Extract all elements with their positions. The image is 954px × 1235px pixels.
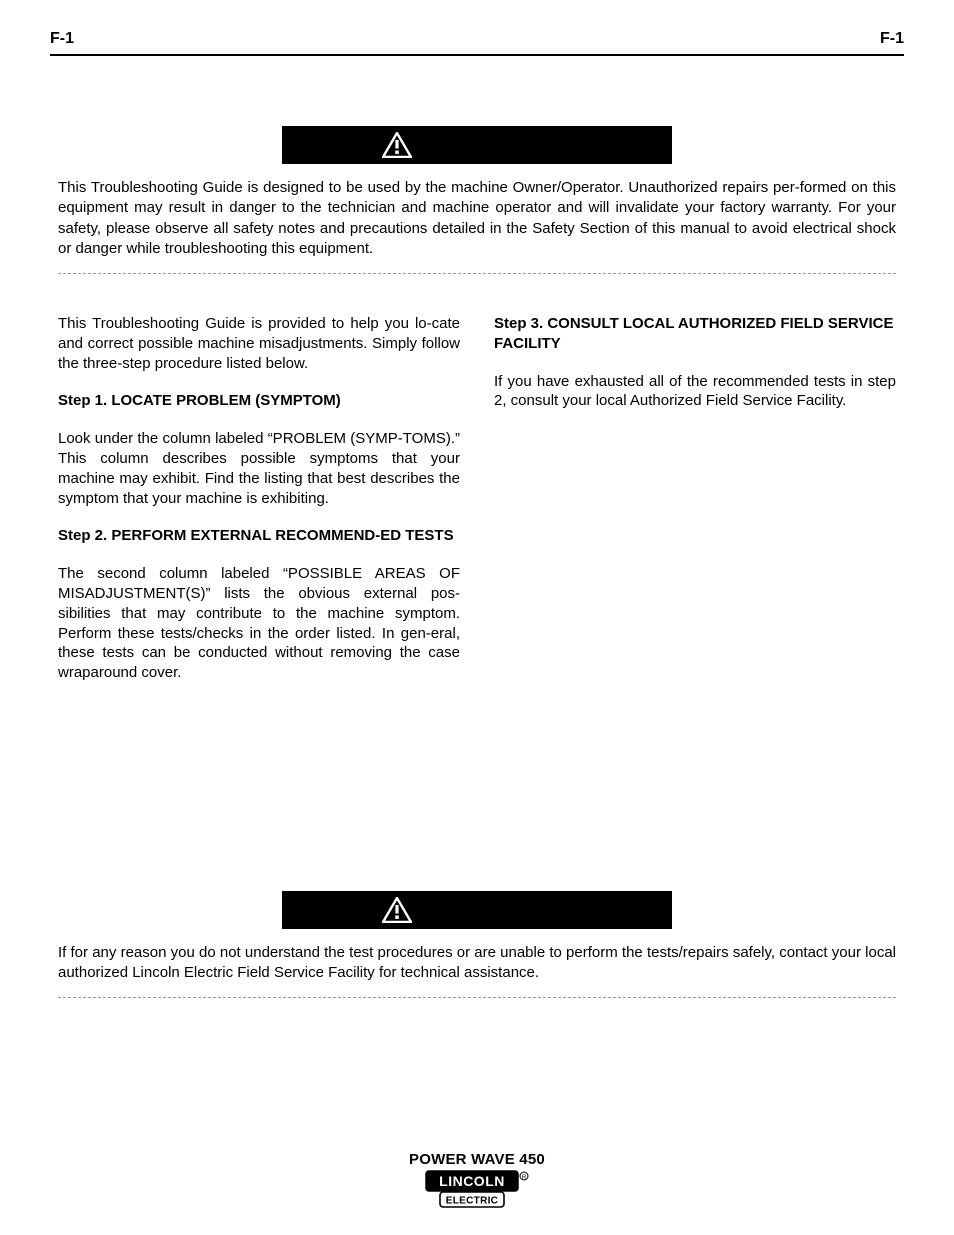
header-left-pageref: F-1 xyxy=(50,30,74,48)
caution-bar-top xyxy=(282,126,672,164)
step2-body: The second column labeled “POSSIBLE AREA… xyxy=(58,564,460,683)
caution-bar-bottom xyxy=(282,891,672,929)
page-header: F-1 F-1 xyxy=(50,30,904,56)
step3-body: If you have exhausted all of the recomme… xyxy=(494,372,896,412)
page-footer: POWER WAVE 450 LINCOLN R ELECTRIC xyxy=(0,1151,954,1213)
svg-text:LINCOLN: LINCOLN xyxy=(439,1173,505,1189)
product-name: POWER WAVE 450 xyxy=(0,1151,954,1168)
dashed-separator xyxy=(58,997,896,998)
lincoln-electric-logo: LINCOLN R ELECTRIC xyxy=(423,1170,531,1208)
svg-text:R: R xyxy=(522,1175,527,1181)
header-right-pageref: F-1 xyxy=(880,30,904,48)
guide-purpose-paragraph: This Troubleshooting Guide is provided t… xyxy=(58,314,460,373)
dashed-separator xyxy=(58,273,896,274)
intro-paragraph: This Troubleshooting Guide is designed t… xyxy=(50,178,904,259)
warning-triangle-icon xyxy=(382,132,412,158)
step1-heading: Step 1. LOCATE PROBLEM (SYMPTOM) xyxy=(58,391,460,411)
svg-text:ELECTRIC: ELECTRIC xyxy=(446,1196,498,1207)
step3-heading: Step 3. CONSULT LOCAL AUTHORIZED FIELD S… xyxy=(494,314,896,354)
manual-page: F-1 F-1 This Troubleshooting Guide is de… xyxy=(0,0,954,1235)
step1-body: Look under the column labeled “PROBLEM (… xyxy=(58,429,460,508)
step2-heading: Step 2. PERFORM EXTERNAL RECOMMEND-ED TE… xyxy=(58,526,460,546)
two-column-body: This Troubleshooting Guide is provided t… xyxy=(50,314,904,701)
bottom-note-paragraph: If for any reason you do not understand … xyxy=(50,943,904,984)
left-column: This Troubleshooting Guide is provided t… xyxy=(58,314,460,701)
right-column: Step 3. CONSULT LOCAL AUTHORIZED FIELD S… xyxy=(494,314,896,701)
warning-triangle-icon xyxy=(382,897,412,923)
